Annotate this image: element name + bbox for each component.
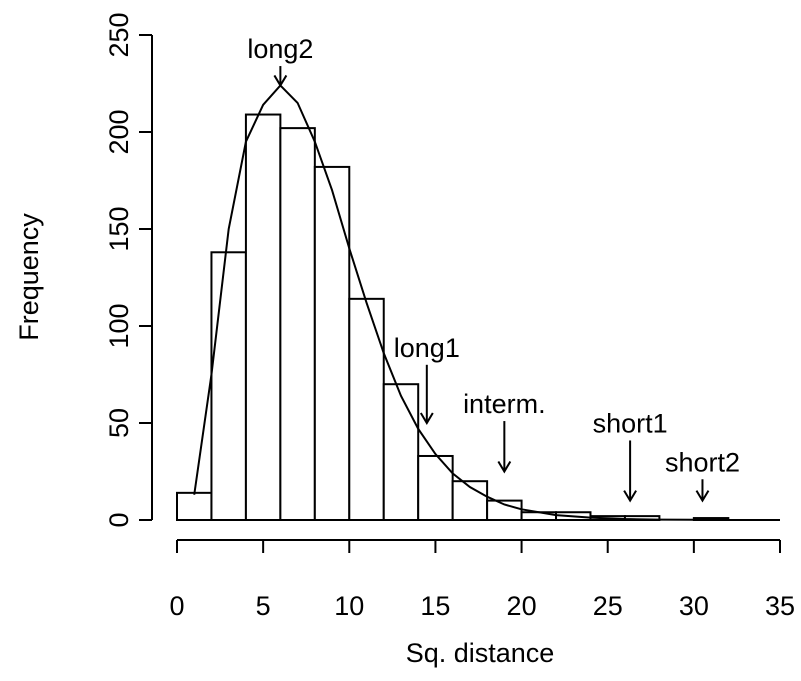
bar xyxy=(313,165,351,521)
y-tick-label: 150 xyxy=(104,206,134,251)
bar xyxy=(210,251,247,521)
annotation-label: short1 xyxy=(593,408,668,438)
bar xyxy=(279,127,316,521)
annotation-label: long2 xyxy=(247,34,313,64)
y-tick-label: 100 xyxy=(104,303,134,348)
annotation-label: interm. xyxy=(463,389,546,419)
y-tick-label: 0 xyxy=(104,512,134,527)
arrow-head xyxy=(419,412,434,425)
bar xyxy=(244,113,282,521)
y-tick-label: 250 xyxy=(104,12,134,57)
x-tick-label: 25 xyxy=(593,591,623,621)
x-tick-label: 15 xyxy=(420,591,450,621)
annotation-label: long1 xyxy=(394,333,460,363)
density-curve xyxy=(193,83,780,521)
bar xyxy=(417,454,454,522)
annotation-label: short2 xyxy=(665,447,740,477)
x-tick-label: 35 xyxy=(765,591,795,621)
arrow-head xyxy=(273,74,288,88)
arrow-head xyxy=(623,490,637,503)
arrow-head xyxy=(695,490,710,503)
x-tick-label: 0 xyxy=(169,591,184,621)
y-axis-label: Frequency xyxy=(14,213,44,341)
y-tick-label: 50 xyxy=(104,408,134,438)
x-tick-label: 10 xyxy=(334,591,364,621)
bar xyxy=(176,491,213,521)
bar xyxy=(451,480,489,522)
bar xyxy=(348,297,385,521)
bar xyxy=(382,383,420,522)
x-tick-label: 5 xyxy=(256,591,271,621)
x-tick-label: 20 xyxy=(507,591,537,621)
x-axis-label: Sq. distance xyxy=(406,638,555,668)
arrow-head xyxy=(497,460,512,474)
x-tick-label: 30 xyxy=(679,591,709,621)
y-tick-label: 200 xyxy=(104,109,134,154)
